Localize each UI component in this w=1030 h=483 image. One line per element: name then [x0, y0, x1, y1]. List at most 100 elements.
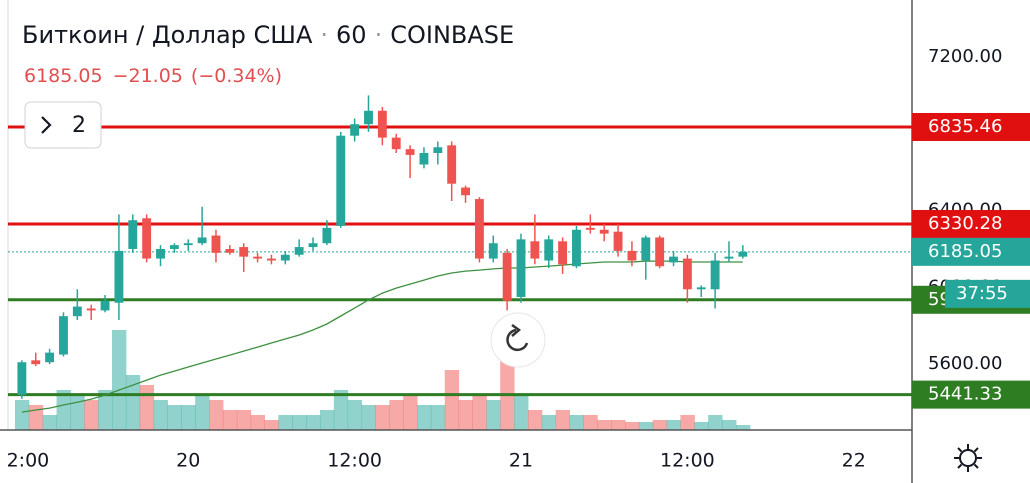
exchange: COINBASE [390, 21, 514, 49]
indicators-button[interactable]: 2 [24, 101, 102, 149]
candle-body [100, 300, 110, 311]
chevron-icon [41, 116, 52, 134]
candle-body [253, 256, 263, 259]
reset-arrow [511, 323, 522, 337]
candle-body [655, 237, 665, 267]
reset-circle[interactable] [490, 312, 546, 368]
y-tick-label: 5600.00 [928, 353, 1002, 374]
volume-bar [84, 400, 99, 430]
candle-body [391, 137, 401, 150]
button-count: 2 [72, 113, 86, 138]
volume-bar [417, 405, 432, 430]
change: −21.05 [113, 65, 183, 87]
candle-body [599, 229, 609, 234]
candle-body [377, 110, 387, 138]
candle-body [474, 199, 484, 259]
candle-body [322, 227, 332, 244]
volume-bar [555, 410, 571, 430]
volume-bar [306, 415, 321, 430]
x-tick-label: 20 [176, 450, 200, 472]
plot-area [8, 95, 912, 430]
button-frame[interactable] [24, 101, 102, 149]
x-tick-label: 12:00 [0, 450, 49, 472]
candle-body [183, 243, 193, 246]
candle-body [682, 258, 692, 290]
moving-average [21, 260, 743, 413]
volume-bar [319, 410, 335, 430]
volume-bar [222, 410, 238, 430]
reset-button[interactable] [490, 312, 546, 368]
volume-bar [403, 395, 418, 430]
volume-bar [139, 385, 155, 430]
candle-body [17, 362, 27, 395]
volume-bar [292, 415, 307, 430]
candle-body [45, 352, 55, 363]
volume-bar [181, 405, 196, 430]
volume-bar [583, 415, 598, 430]
gear-icon[interactable] [959, 449, 977, 467]
candle-body [336, 135, 346, 226]
candle-body [502, 252, 512, 301]
volume-bar [70, 395, 85, 430]
candle-body [530, 241, 540, 259]
interval: 60 [336, 21, 367, 49]
volume-bar [14, 400, 30, 430]
separator: · [320, 21, 328, 49]
x-axis: 12:00 20 12:00 21 12:00 22 [0, 450, 866, 472]
volume-bar [56, 390, 71, 430]
change-pct: (−0.34%) [191, 65, 282, 87]
volume-bar [361, 405, 376, 430]
candle-body [516, 239, 526, 297]
candle-body [169, 245, 179, 249]
x-tick-label: 12:00 [327, 450, 382, 472]
candle-body [724, 256, 734, 259]
candle-body [558, 241, 568, 265]
candle-body [669, 256, 678, 263]
settings-button[interactable] [954, 444, 982, 472]
last-price-label: 6185.05 [928, 241, 1002, 262]
volume-bar [333, 390, 349, 430]
candle-body [72, 306, 82, 317]
candle-body [86, 308, 96, 311]
volume-bar [735, 425, 751, 430]
candle-body [447, 145, 457, 184]
candle-body [641, 237, 651, 261]
symbol-title: Биткоин / Доллар США [22, 21, 313, 49]
volume-bar [458, 400, 473, 430]
volume-bar [42, 415, 58, 430]
candle-body [31, 360, 41, 365]
candle-body [266, 258, 276, 261]
volume-bar [652, 420, 668, 430]
volume-bar [444, 370, 460, 430]
candle-body [544, 239, 554, 261]
y-tick-label: 7200.00 [928, 46, 1002, 67]
level-label-box [912, 112, 1030, 141]
volume-bar [666, 420, 681, 430]
candle-body [461, 187, 470, 196]
candle-body [239, 247, 249, 257]
countdown-label: 37:55 [956, 283, 1008, 304]
gear-teeth [954, 444, 982, 472]
x-tick-label: 21 [509, 450, 533, 472]
level-label: 6330.28 [928, 213, 1002, 234]
level-label-box [912, 380, 1030, 409]
volume-bar [624, 422, 640, 430]
volume-bar [514, 395, 529, 430]
countdown-box [945, 279, 1030, 308]
volume-bar [611, 420, 626, 430]
candle-body [488, 243, 498, 259]
candle-body [710, 260, 720, 290]
y-axis: 7200.006800.006400.006000.005600.006835.… [912, 46, 1030, 409]
symbol-header: Биткоин / Доллар США · 60 · COINBASE [22, 21, 514, 49]
volume-bar [375, 405, 390, 430]
volume-bar [708, 415, 723, 430]
volume-bar [209, 400, 224, 430]
volume-bar [167, 405, 182, 430]
volume-bar [98, 390, 113, 430]
volume-bar [278, 415, 293, 430]
volume-bar [486, 400, 501, 430]
candle-body [696, 287, 706, 290]
candle-body [156, 248, 165, 259]
candle-body [585, 227, 595, 230]
